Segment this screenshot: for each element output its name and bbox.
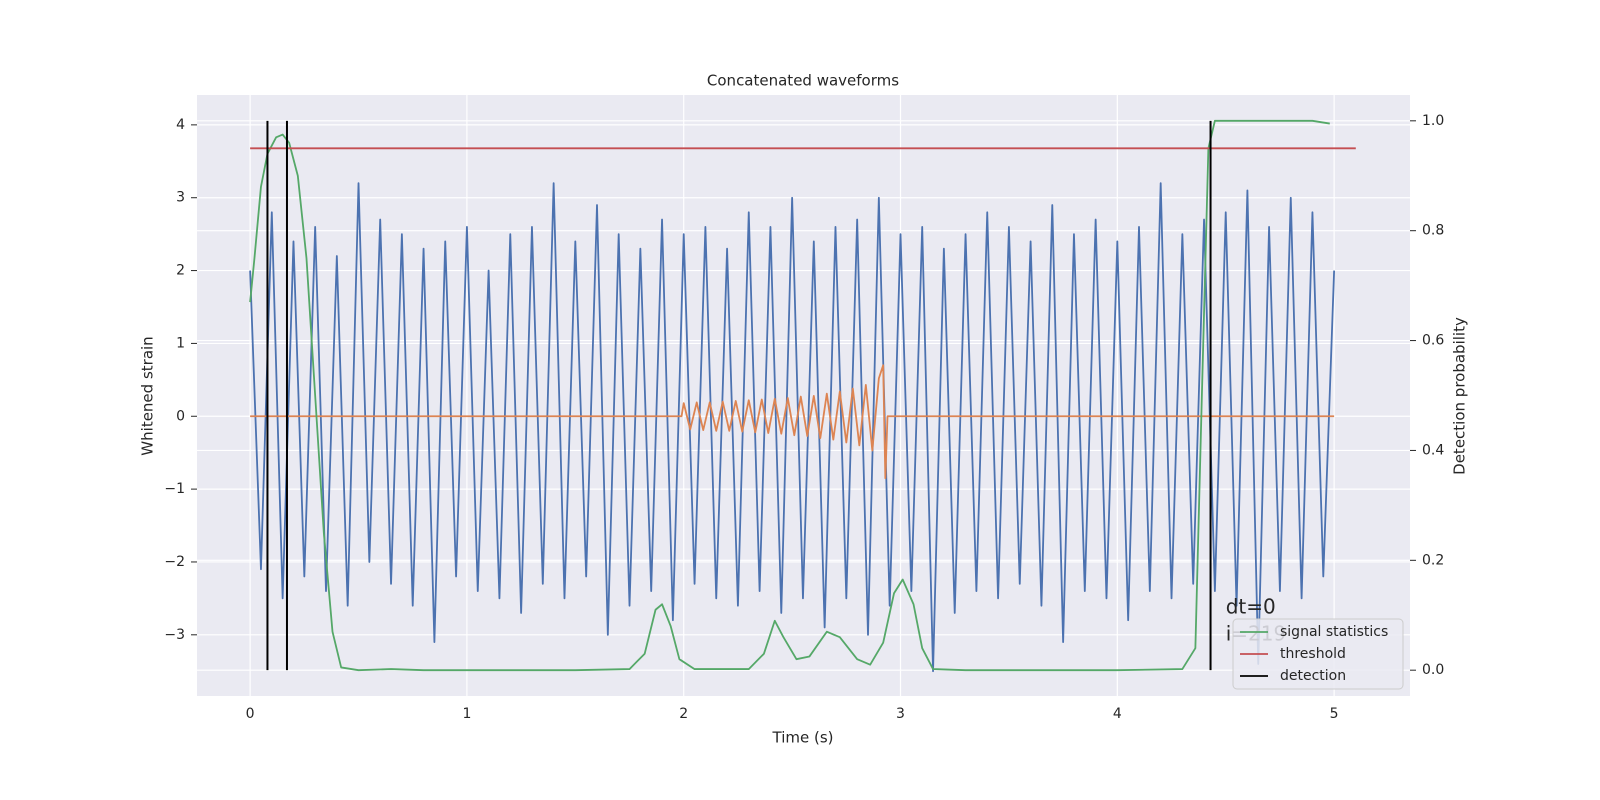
- y2-tick-label: 1.0: [1422, 113, 1444, 129]
- y-tick-label: 1: [176, 335, 185, 351]
- y-tick-label: 4: [176, 117, 185, 133]
- series-line: [249, 119, 1330, 672]
- y-tick-label: −2: [164, 554, 185, 570]
- y-tick-label: 2: [176, 263, 185, 279]
- y2-tick-label: 0.0: [1422, 662, 1444, 678]
- x-tick-label: 0: [246, 706, 255, 722]
- y-tick-label: −1: [164, 481, 185, 497]
- x-tick-label: 2: [679, 706, 688, 722]
- x-axis-label: Time (s): [772, 729, 834, 747]
- x-tick-label: 3: [896, 706, 905, 722]
- legend-label: threshold: [1280, 646, 1346, 662]
- y2-axis-label: Detection probability: [1451, 317, 1469, 475]
- y-axis-label: Whitened strain: [139, 336, 157, 455]
- y2-tick-label: 0.2: [1422, 552, 1444, 568]
- x-tick-label: 5: [1330, 706, 1339, 722]
- y-tick-label: 0: [176, 408, 185, 424]
- y-tick-label: −3: [164, 627, 185, 643]
- y2-tick-label: 0.8: [1422, 223, 1444, 239]
- y2-tick-label: 0.6: [1422, 333, 1444, 349]
- legend-label: detection: [1280, 668, 1346, 684]
- legend-box: [1232, 618, 1404, 690]
- y2-tick-label: 0.4: [1422, 442, 1444, 458]
- x-tick-label: 4: [1113, 706, 1122, 722]
- legend-label: signal statistics: [1280, 624, 1388, 640]
- chart-title: Concatenated waveforms: [707, 72, 899, 90]
- series-line: [249, 182, 1336, 673]
- x-tick-label: 1: [462, 706, 471, 722]
- y-tick-label: 3: [176, 190, 185, 206]
- annotation: dt=0: [1226, 594, 1276, 618]
- series-line: [250, 364, 1335, 480]
